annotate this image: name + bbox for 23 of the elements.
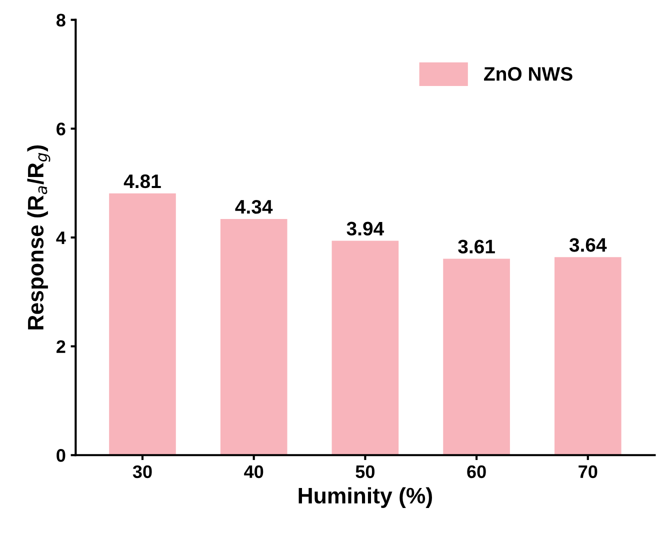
legend-label: ZnO NWS <box>484 67 572 81</box>
y-tick-label: 0 <box>56 449 66 462</box>
bar <box>332 240 399 456</box>
y-tick-label: 6 <box>56 122 66 136</box>
x-axis-title: Huminity (%) <box>298 487 432 508</box>
y-axis-title: Response (R$_{a}$/R$_{g}$) <box>27 145 50 330</box>
y-tick-label: 8 <box>56 14 66 27</box>
x-tick-label: 30 <box>132 465 152 478</box>
data-label: 4.34 <box>235 200 273 214</box>
x-tick-label: 60 <box>467 465 486 478</box>
x-tick-label: 70 <box>578 465 598 478</box>
bar <box>109 193 176 456</box>
y-tick-label: 2 <box>56 340 66 353</box>
data-label: 4.81 <box>124 174 161 188</box>
bar <box>220 218 288 456</box>
bar <box>443 258 510 456</box>
y-tick-label: 4 <box>56 232 66 244</box>
data-label: 3.94 <box>346 222 384 236</box>
data-label: 3.61 <box>458 240 495 254</box>
x-tick-label: 50 <box>356 465 374 478</box>
data-label: 3.64 <box>569 238 607 252</box>
x-tick-label: 40 <box>244 465 264 478</box>
bar <box>554 257 622 456</box>
